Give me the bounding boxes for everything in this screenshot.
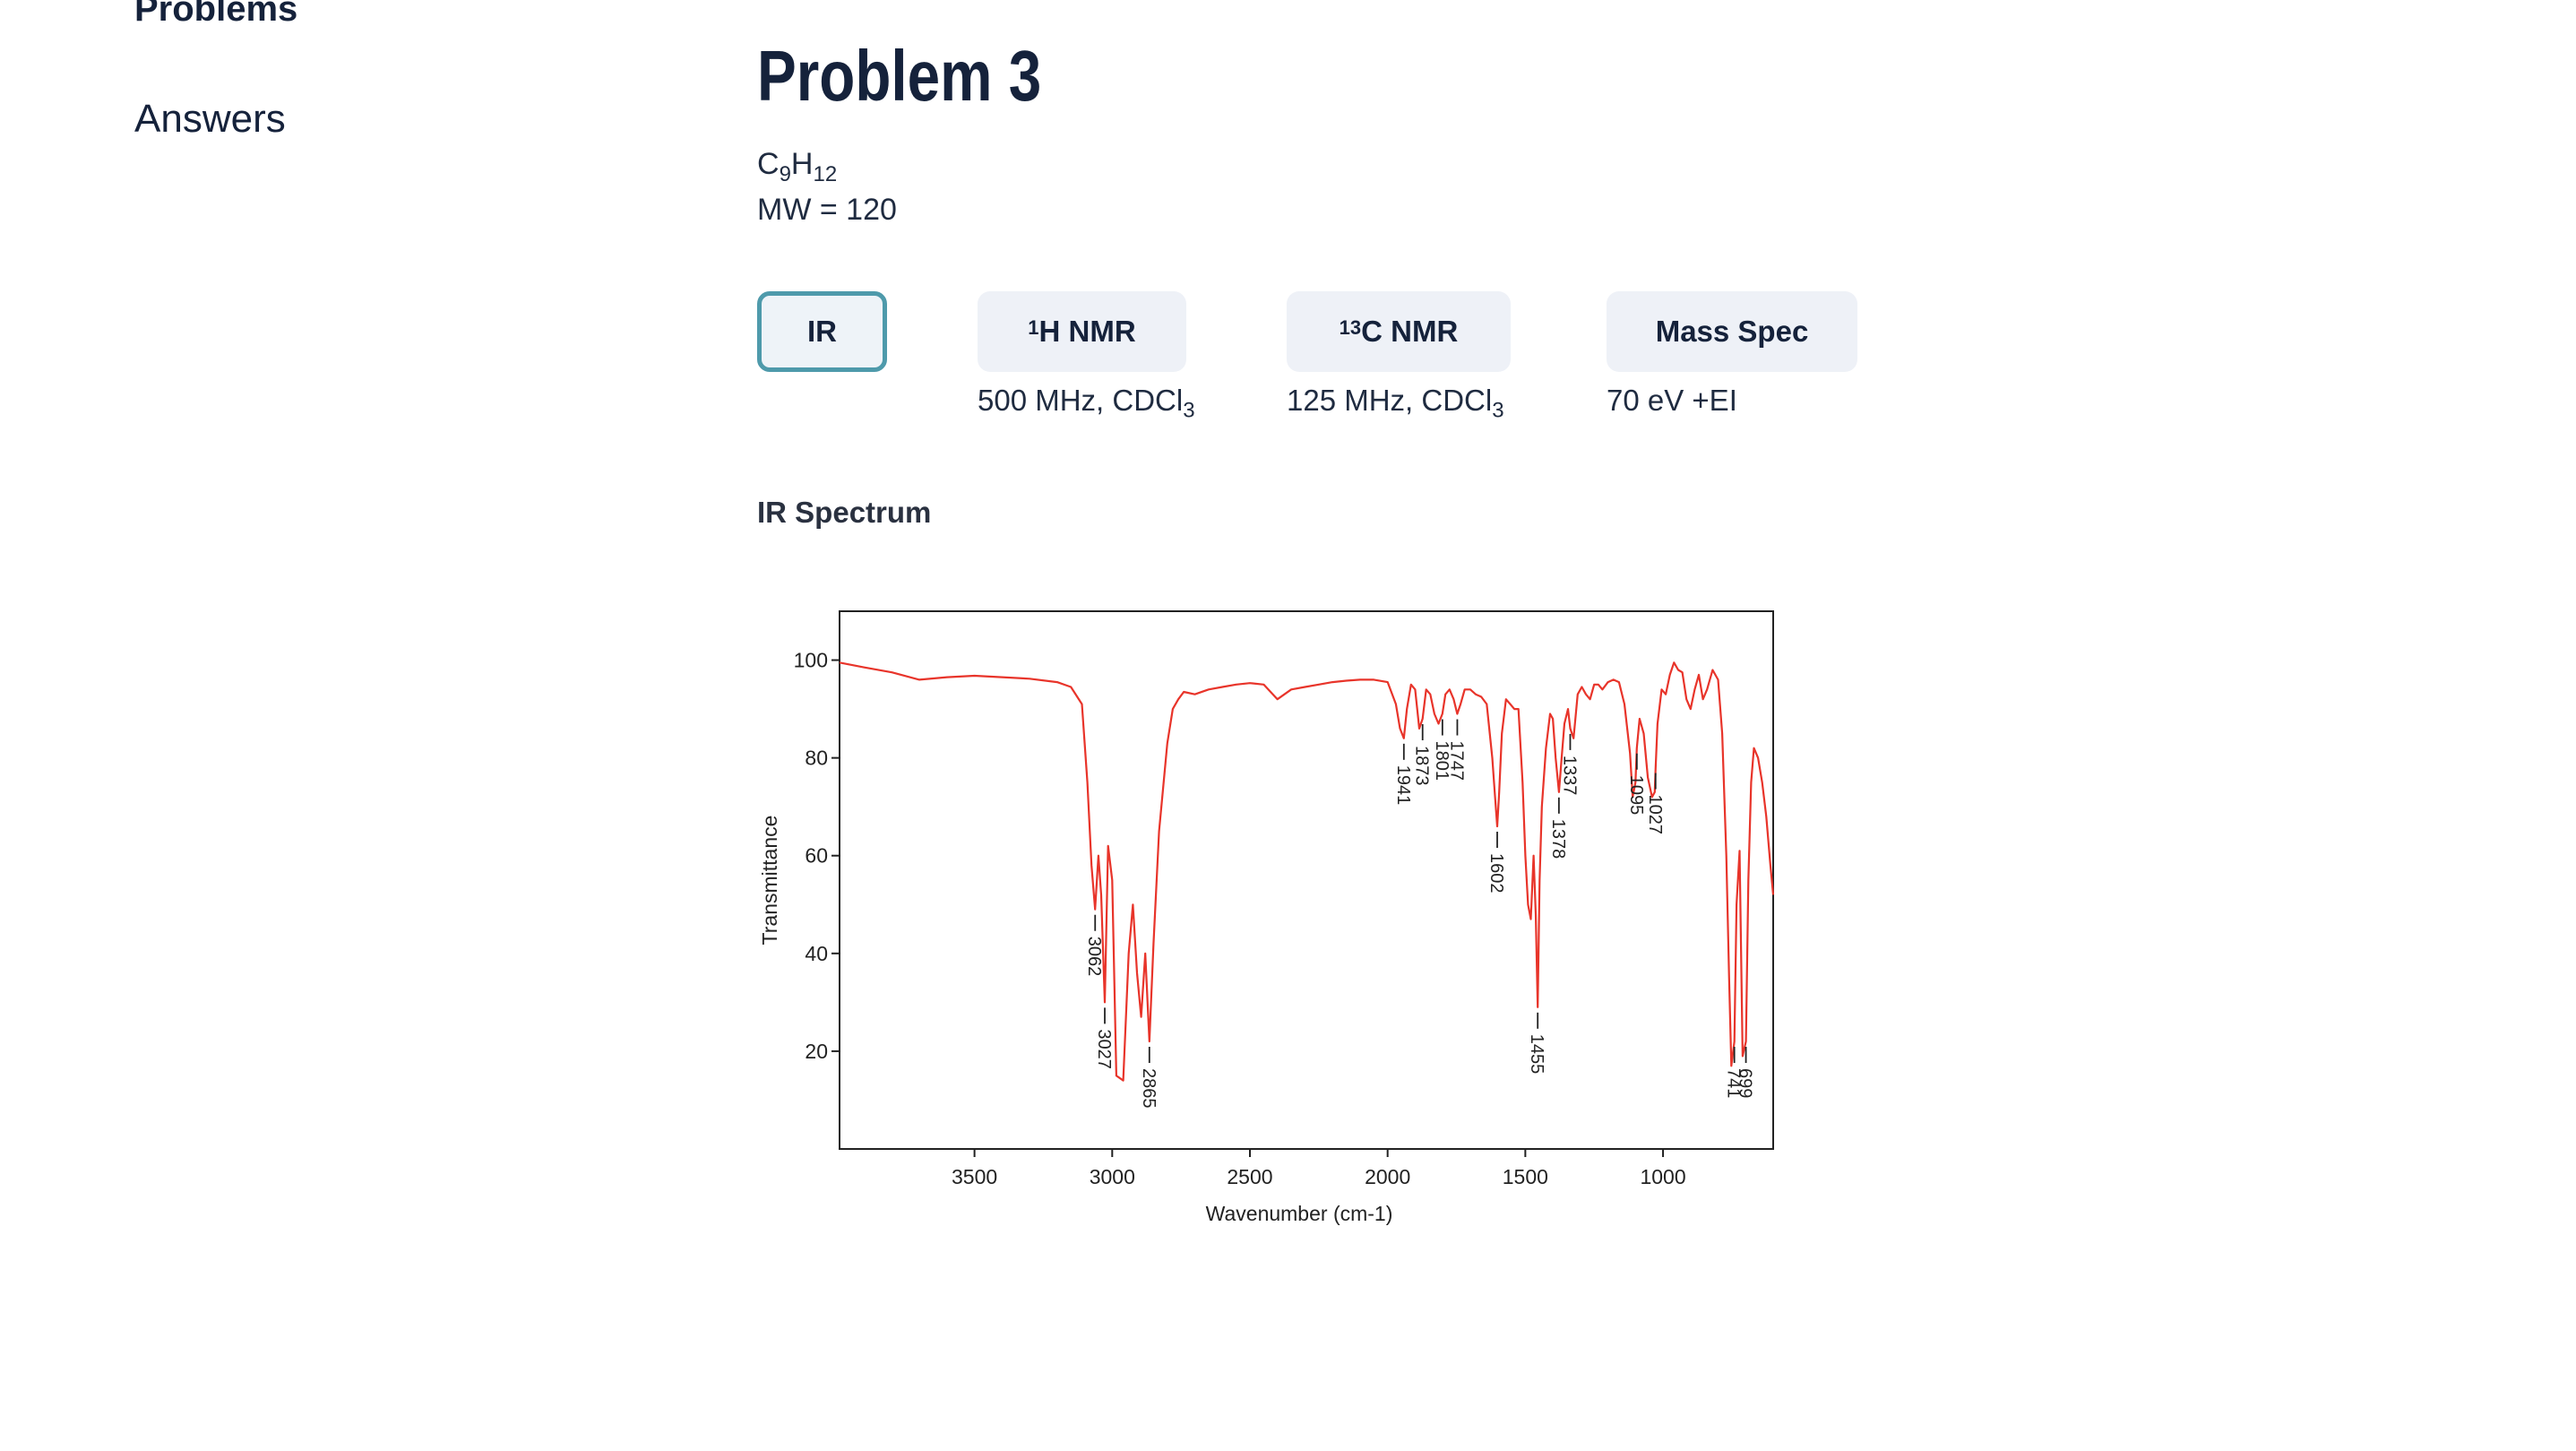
page-title: Problem 3 — [757, 36, 1042, 116]
molecular-formula: C9H12 — [757, 146, 837, 193]
x-tick-label: 1000 — [1640, 1165, 1685, 1188]
y-axis: 20 40 60 80 100 — [794, 649, 840, 1063]
x-axis-title: Wavenumber (cm-1) — [1206, 1202, 1393, 1225]
y-tick-label: 80 — [805, 747, 828, 770]
h-nmr-conditions-subscript: 3 — [1183, 398, 1195, 423]
tab-ir-label: IR — [807, 315, 837, 348]
x-tick-label: 2500 — [1227, 1165, 1272, 1188]
tab-c-nmr-label: C NMR — [1361, 315, 1459, 348]
x-tick-label: 3000 — [1090, 1165, 1135, 1188]
x-tick-label: 3500 — [952, 1165, 997, 1188]
tab-h-nmr-superscript: 1 — [1028, 316, 1039, 339]
peak-label: 1095 — [1626, 775, 1646, 816]
x-tick-label: 1500 — [1503, 1165, 1548, 1188]
formula-h-subscript: 12 — [813, 161, 838, 186]
ir-spectrum-chart: 20 40 60 80 100 3500 3000 2500 2000 1500 1000 306… — [758, 610, 1775, 1225]
tab-mass-spec[interactable]: Mass Spec — [1607, 291, 1857, 372]
tab-c-nmr[interactable]: 13 C NMR — [1287, 291, 1511, 372]
peak-label: 1378 — [1548, 819, 1568, 859]
h-nmr-conditions-text: 500 MHz, CDCl — [978, 384, 1184, 417]
spectrum-line — [839, 661, 1775, 1082]
formula-h: H — [790, 147, 814, 181]
section-title: IR Spectrum — [757, 496, 932, 529]
mass-spec-conditions: 70 eV +EI — [1607, 384, 1737, 417]
peak-label: 1027 — [1645, 795, 1665, 835]
x-axis: 3500 3000 2500 2000 1500 1000 — [952, 1149, 1686, 1188]
plot-frame — [839, 610, 1774, 1150]
sidebar-item-problems[interactable]: Problems — [134, 0, 298, 29]
y-tick-label: 20 — [805, 1040, 828, 1063]
y-tick-label: 100 — [794, 649, 828, 672]
peak-label: 2865 — [1139, 1068, 1159, 1109]
peak-label: 1602 — [1486, 853, 1506, 894]
tab-c-nmr-superscript: 13 — [1339, 316, 1362, 339]
peak-label: 3027 — [1094, 1029, 1114, 1069]
y-axis-title: Transmittance — [758, 816, 781, 946]
molecular-weight: MW = 120 — [757, 193, 897, 227]
peak-label: 1747 — [1446, 741, 1466, 782]
y-tick-label: 40 — [805, 942, 828, 965]
peak-label: 1801 — [1432, 741, 1452, 782]
peak-label: 1873 — [1412, 746, 1432, 786]
y-tick-label: 60 — [805, 844, 828, 868]
tab-h-nmr-label: H NMR — [1038, 315, 1136, 348]
formula-c-subscript: 9 — [779, 161, 791, 186]
tab-ir[interactable]: IR — [757, 291, 887, 372]
c-nmr-conditions-subscript: 3 — [1492, 398, 1504, 423]
peak-label: 1337 — [1560, 756, 1580, 796]
peak-label: 3062 — [1084, 937, 1104, 977]
peak-label: 1455 — [1527, 1034, 1546, 1075]
sidebar-item-answers[interactable]: Answers — [134, 97, 286, 141]
x-tick-label: 2000 — [1365, 1165, 1410, 1188]
peak-label: 699 — [1736, 1068, 1755, 1098]
peak-label: 1941 — [1393, 765, 1413, 806]
peak-label: 741 — [1724, 1068, 1744, 1098]
formula-c: C — [757, 147, 780, 181]
tab-mass-spec-label: Mass Spec — [1655, 315, 1809, 348]
c-nmr-conditions: 125 MHz, CDCl3 — [1287, 384, 1504, 424]
h-nmr-conditions: 500 MHz, CDCl3 — [978, 384, 1195, 424]
c-nmr-conditions-text: 125 MHz, CDCl — [1287, 384, 1493, 417]
